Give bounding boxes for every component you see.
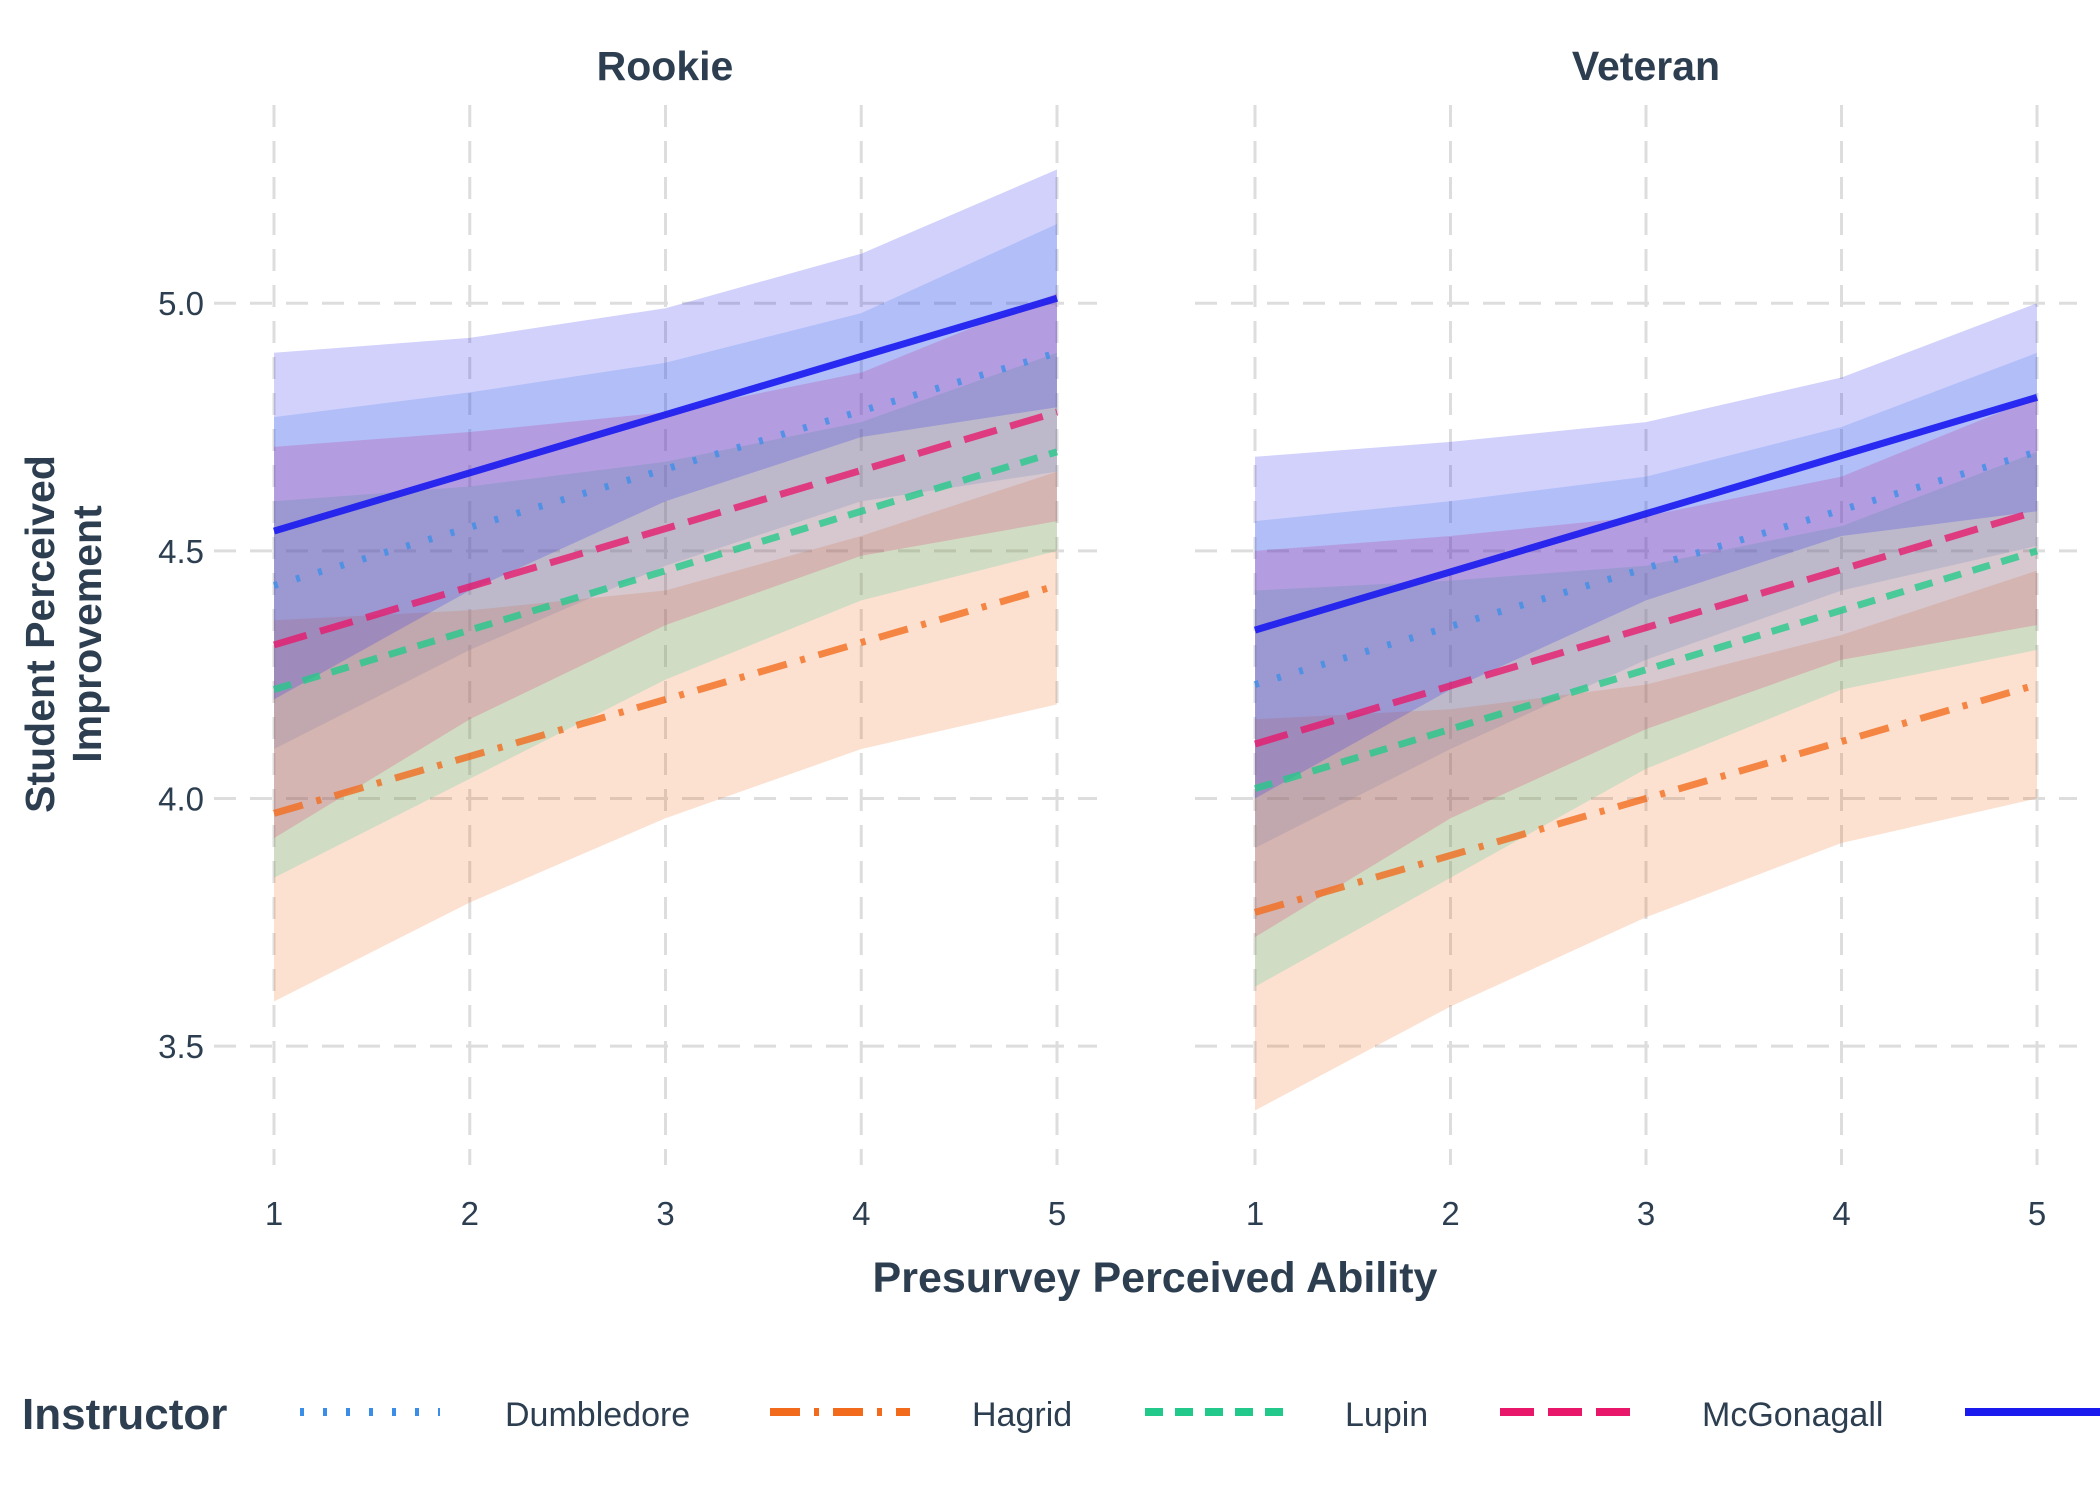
y-tick-label-3: 5.0 [158,285,204,322]
line-mcgonagall-rookie [273,408,1058,649]
band-hagrid-veteran [1255,570,2037,1111]
legend-key-hagrid [770,1408,910,1416]
legend-label-lupin: Lupin [1345,1396,1429,1434]
x-tick-label-veteran-1: 2 [1441,1195,1459,1232]
legend-key-series-5 [1965,1408,2100,1416]
x-tick-label-veteran-2: 3 [1637,1195,1655,1232]
x-tick-label-rookie-3: 4 [852,1195,870,1232]
line-lupin-veteran [1253,547,2039,792]
line-lupin-rookie [272,448,1059,693]
x-axis-title: Presurvey Perceived Ability [873,1254,1438,1302]
band-hagrid-rookie [274,471,1057,1002]
y-tick-label-1: 4.0 [158,780,204,817]
y-tick-label-0: 3.5 [158,1028,204,1065]
band-dumbledore-veteran [1255,352,2037,848]
y-axis-title-line-1: Student Perceived [17,455,63,813]
band-mcgonagall-rookie [274,293,1057,839]
x-tick-label-rookie-0: 1 [265,1195,283,1232]
legend-key-mcgonagall [1500,1408,1640,1416]
legend-label-dumbledore: Dumbledore [505,1396,691,1434]
confidence-bands [274,169,2037,1111]
y-tick-label-2: 4.5 [158,533,204,570]
line-hagrid-rookie [273,582,1058,817]
y-axis-title: Student Perceived Improvement [17,455,110,813]
line-mcgonagall-veteran [1254,507,2038,748]
band-series-5-veteran [1255,303,2037,799]
fit-lines [272,294,2039,916]
legend-label-mcgonagall: McGonagall [1702,1396,1884,1434]
legend: Instructor Dumbledore Hagrid Lupin McGonaga… [0,1370,2100,1460]
axis-text: Rookie Veteran Presurvey Perceived Abili… [17,43,2046,1302]
x-tick-label-rookie-1: 2 [461,1195,479,1232]
band-mcgonagall-veteran [1255,397,2037,938]
x-tick-label-veteran-0: 1 [1246,1195,1264,1232]
line-hagrid-veteran [1254,681,2038,916]
band-series-5-rookie [274,169,1057,700]
grid-layer [214,105,2077,1165]
legend-key-dumbledore [300,1408,440,1416]
line-series-5-rookie [273,294,1058,535]
legend-key-lupin [1145,1408,1285,1416]
x-tick-label-veteran-3: 4 [1832,1195,1850,1232]
line-series-5-veteran [1254,393,2038,634]
panel-title-veteran: Veteran [1572,43,1720,89]
x-tick-label-veteran-4: 5 [2028,1195,2046,1232]
y-axis-title-line-2: Improvement [64,505,110,763]
x-tick-label-rookie-2: 3 [656,1195,674,1232]
legend-label-hagrid: Hagrid [972,1396,1073,1434]
x-tick-label-rookie-4: 5 [1048,1195,1066,1232]
band-lupin-rookie [274,352,1057,878]
legend-title: Instructor [22,1390,228,1439]
panel-title-rookie: Rookie [597,43,734,89]
